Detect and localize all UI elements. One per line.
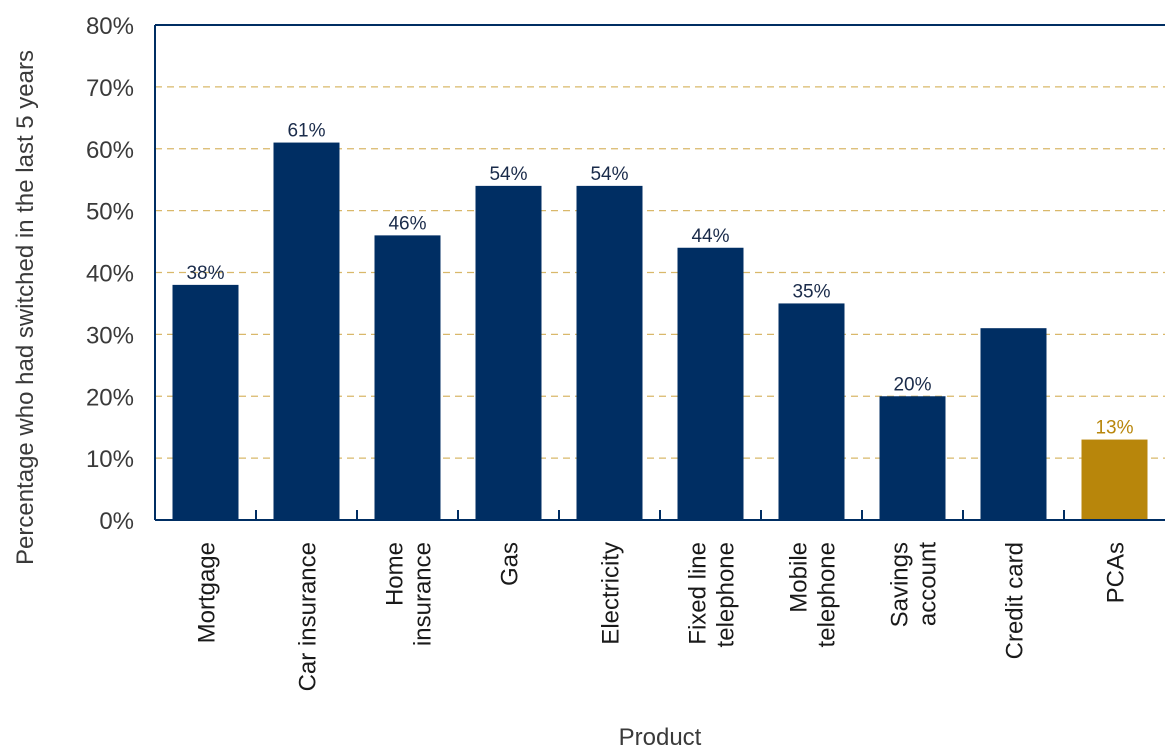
data-label-3: 54% <box>489 164 527 185</box>
bar-4 <box>576 185 643 520</box>
y-tick-labels: 0% 10% 20% 30% 40% 50% 60% 70% 80% <box>86 13 134 535</box>
data-labels: 38% 61% 46% 54% 54% 44% 35% 20% 13% <box>186 121 1133 439</box>
y-tick-label-40: 40% <box>86 261 134 288</box>
y-tick-label-10: 10% <box>86 446 134 473</box>
category-label-4: Electricity <box>598 542 625 645</box>
data-label-7: 20% <box>893 374 931 395</box>
y-tick-label-20: 20% <box>86 384 134 411</box>
y-tick-label-70: 70% <box>86 75 134 102</box>
category-label-3: Gas <box>497 542 524 586</box>
category-label-9-line-0: PCAs <box>1103 542 1130 603</box>
bar-0 <box>172 284 239 520</box>
data-label-6: 35% <box>792 281 830 302</box>
data-label-2: 46% <box>388 213 426 234</box>
category-label-1-line-0: Car insurance <box>295 542 322 691</box>
bar-1 <box>273 142 340 520</box>
category-label-4-line-0: Electricity <box>598 542 625 645</box>
category-label-1: Car insurance <box>295 542 322 691</box>
y-tick-label-30: 30% <box>86 322 134 349</box>
category-label-5: Fixed line telephone <box>685 542 740 647</box>
category-label-5-line-0: Fixed line <box>685 542 712 645</box>
bar-9 <box>1081 439 1148 520</box>
category-label-2-line-0: Home <box>382 542 409 606</box>
data-label-0: 38% <box>186 263 224 284</box>
category-label-9: PCAs <box>1103 542 1130 603</box>
y-tick-label-50: 50% <box>86 199 134 226</box>
data-label-9: 13% <box>1095 418 1133 439</box>
y-axis-title: Percentage who had switched in the last … <box>12 50 39 565</box>
bar-3 <box>475 185 542 520</box>
bar-5 <box>677 247 744 520</box>
category-labels: Mortgage Car insurance Home insurance Gas Ele… <box>194 542 1130 692</box>
data-label-5: 44% <box>691 226 729 247</box>
category-label-6-line-0: Mobile <box>786 542 813 613</box>
category-label-5-line-1: telephone <box>713 542 740 647</box>
data-label-4: 54% <box>590 164 628 185</box>
category-label-8: Credit card <box>1002 542 1029 659</box>
category-label-0: Mortgage <box>194 542 221 643</box>
category-label-2-line-1: insurance <box>410 542 437 646</box>
category-label-0-line-0: Mortgage <box>194 542 221 643</box>
bar-2 <box>374 235 441 520</box>
x-axis-title: Product <box>619 724 702 751</box>
bar-7 <box>879 396 946 520</box>
category-label-6: Mobile telephone <box>786 542 841 647</box>
category-label-2: Home insurance <box>382 542 437 646</box>
y-tick-label-80: 80% <box>86 13 134 40</box>
category-label-7-line-1: account <box>915 542 942 626</box>
category-label-3-line-0: Gas <box>497 542 524 586</box>
y-tick-label-0: 0% <box>99 508 134 535</box>
category-label-8-line-0: Credit card <box>1002 542 1029 659</box>
category-label-7-line-0: Savings <box>887 542 914 627</box>
category-label-7: Savings account <box>887 542 942 628</box>
y-tick-label-60: 60% <box>86 137 134 164</box>
axes <box>154 24 1165 521</box>
data-label-1: 61% <box>287 121 325 142</box>
bar-6 <box>778 303 845 520</box>
bars <box>172 142 1148 520</box>
category-label-6-line-1: telephone <box>814 542 841 647</box>
bar-8 <box>980 328 1047 520</box>
